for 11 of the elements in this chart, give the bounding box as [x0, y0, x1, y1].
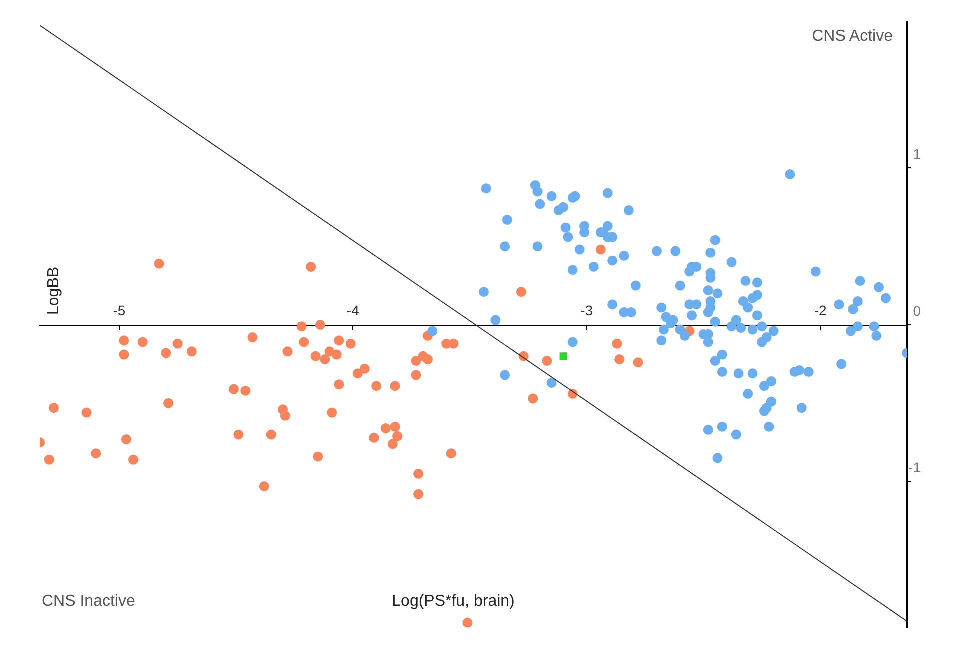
annotation: CNS Active: [812, 28, 894, 45]
x-tick-label: -4: [346, 302, 360, 318]
y-tick-label: 0: [913, 302, 922, 319]
x-tick-label: -2: [814, 302, 827, 318]
annotation: CNS Inactive: [42, 593, 136, 610]
y-axis-title: LogBB: [45, 266, 62, 315]
y-tick-label: 1: [913, 146, 922, 162]
x-tick-label: -5: [113, 302, 126, 318]
y-tick-label: -1: [908, 460, 922, 476]
x-axis-title: Log(PS*fu, brain): [392, 593, 515, 610]
x-tick-label: -3: [580, 302, 594, 318]
